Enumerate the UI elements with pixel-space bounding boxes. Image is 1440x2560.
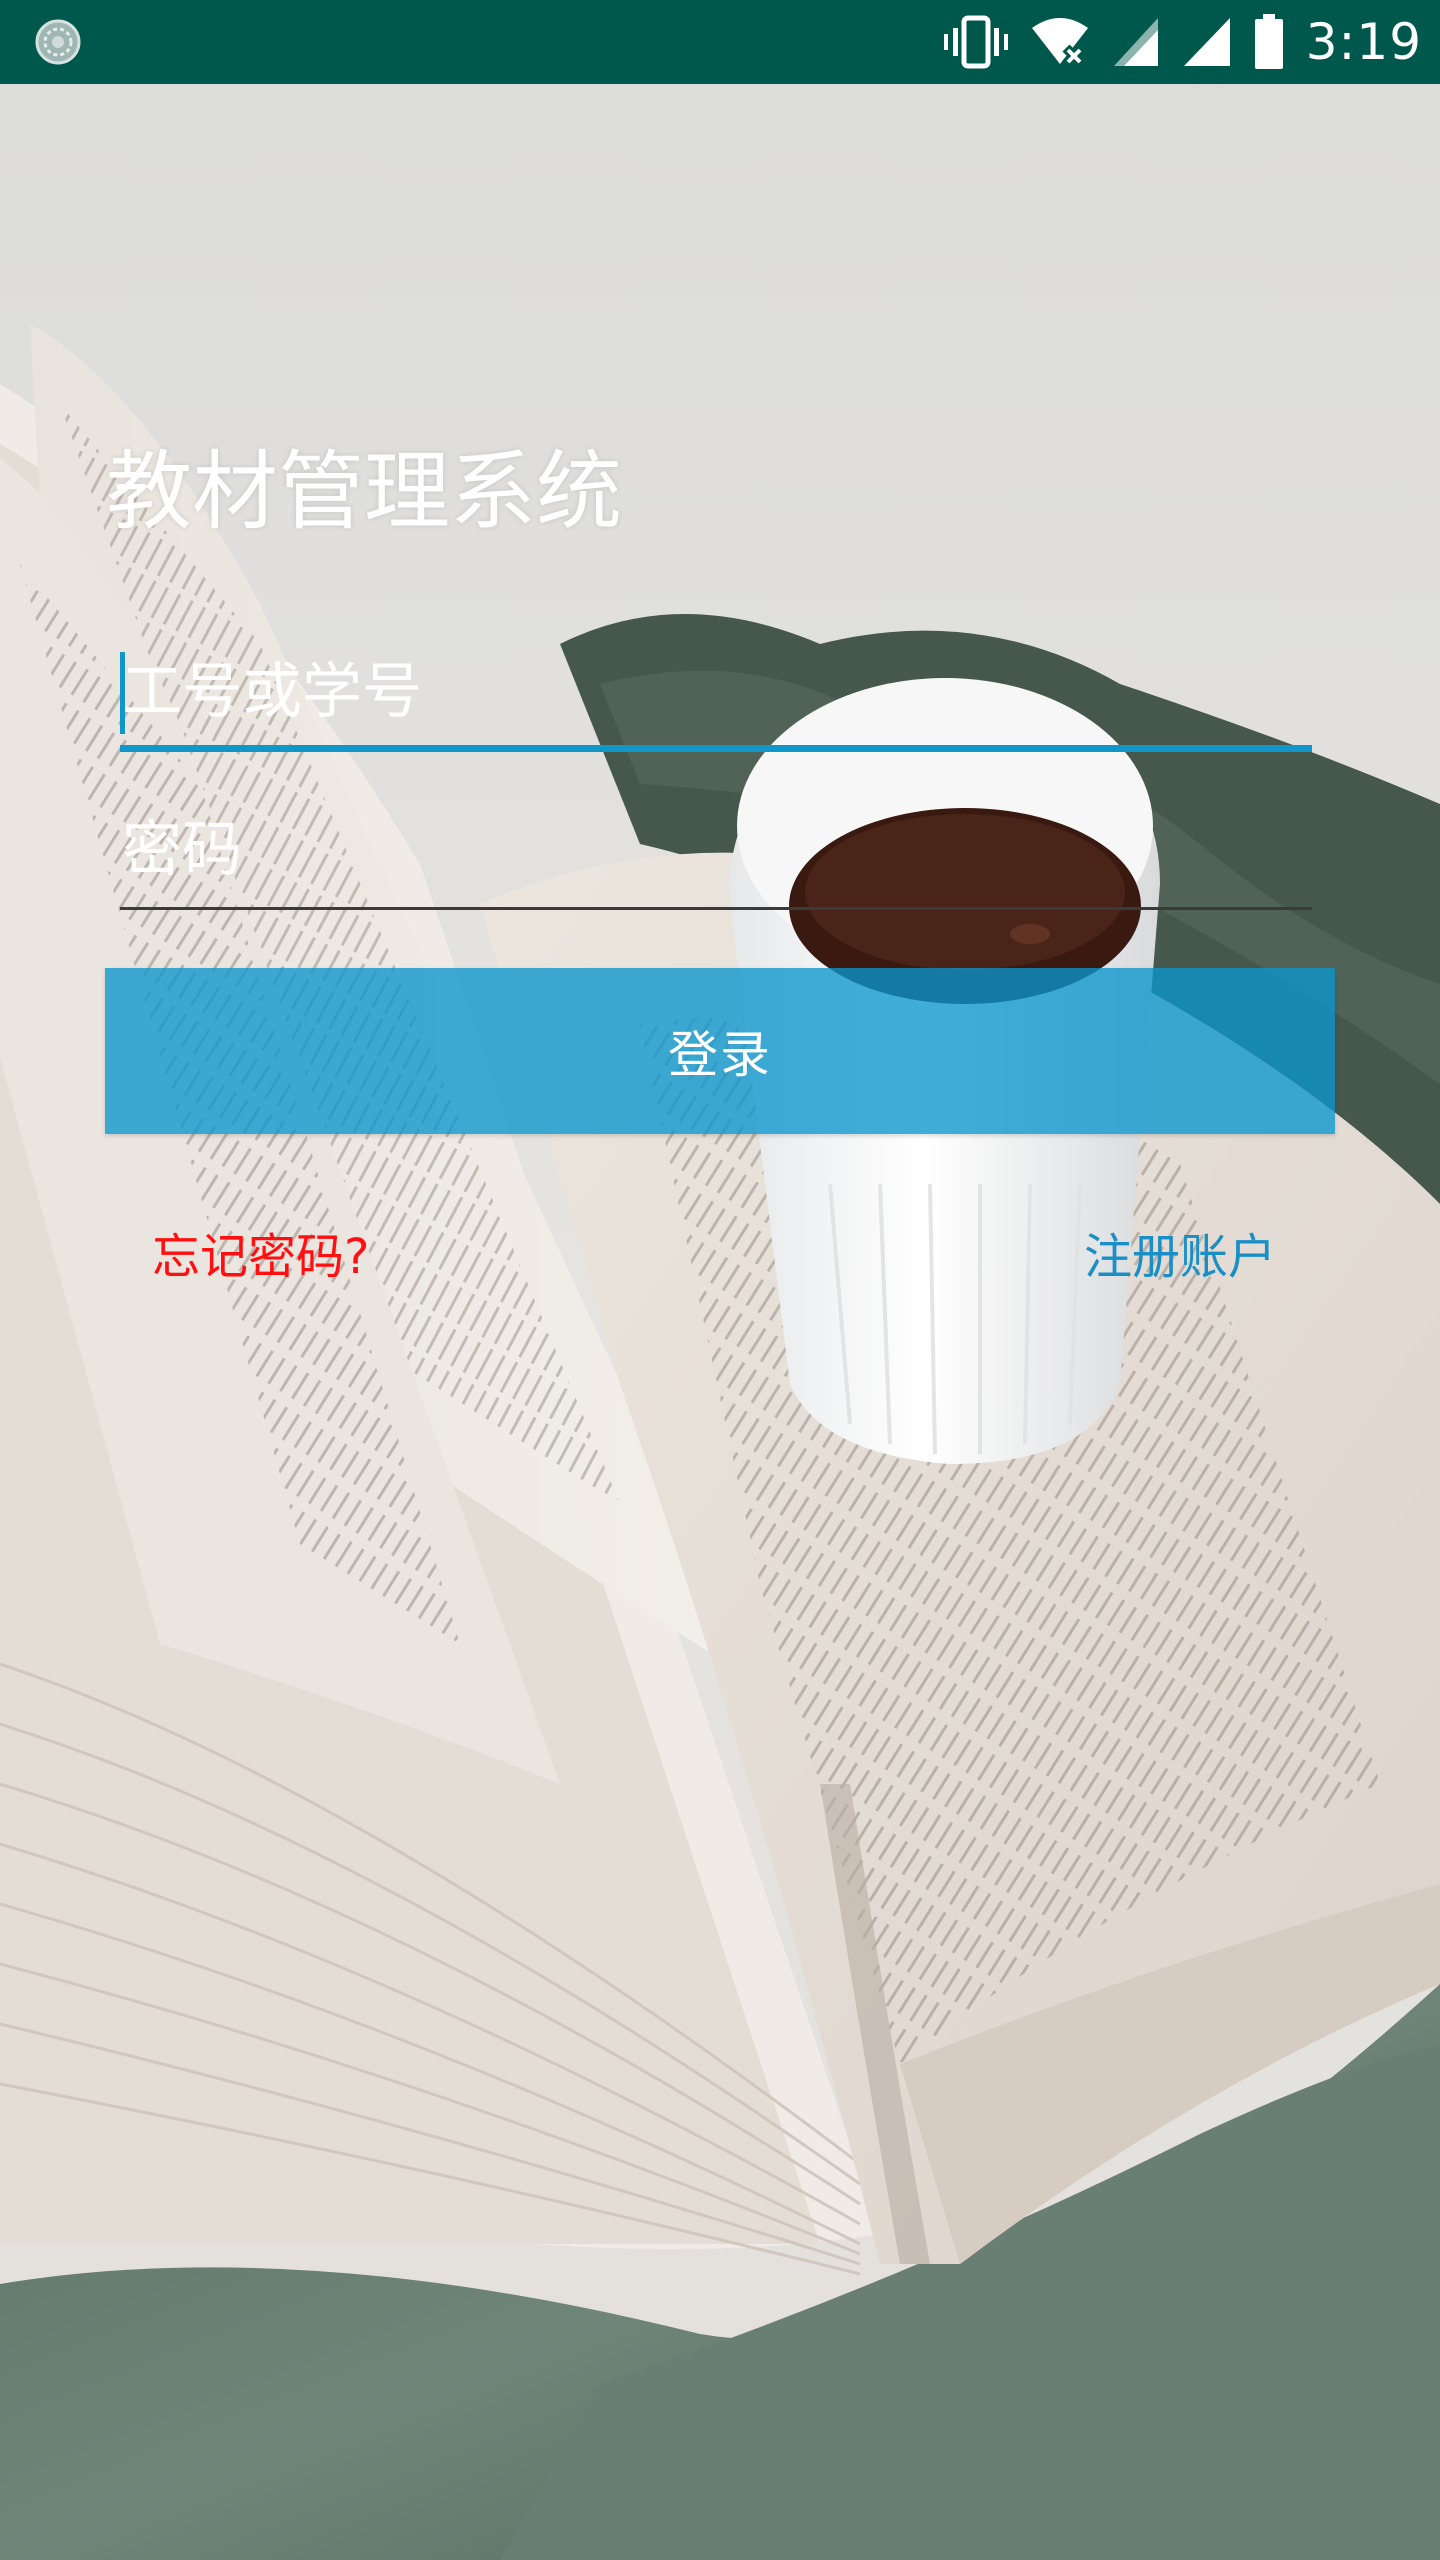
text-cursor <box>120 652 125 734</box>
status-time: 3:19 <box>1305 13 1422 71</box>
wifi-off-icon <box>1031 18 1088 68</box>
status-bar: 3:19 <box>0 0 1440 84</box>
login-button[interactable]: 登录 <box>105 968 1335 1134</box>
app-title: 教材管理系统 <box>106 442 622 542</box>
username-input[interactable] <box>120 642 1312 742</box>
vibrate-icon <box>943 15 1008 69</box>
battery-icon <box>1254 14 1283 69</box>
signal-icon <box>1183 18 1230 66</box>
username-field[interactable] <box>120 642 1312 752</box>
password-input[interactable] <box>120 800 1312 900</box>
forgot-password-link[interactable]: 忘记密码? <box>152 1229 370 1285</box>
password-underline <box>120 907 1312 910</box>
password-field[interactable] <box>120 800 1312 910</box>
status-icons: 3:19 <box>922 0 1422 84</box>
username-underline <box>120 745 1312 752</box>
signal-icon <box>1113 18 1158 66</box>
app-notification-icon <box>35 19 81 65</box>
register-account-link[interactable]: 注册账户 <box>1084 1229 1277 1285</box>
